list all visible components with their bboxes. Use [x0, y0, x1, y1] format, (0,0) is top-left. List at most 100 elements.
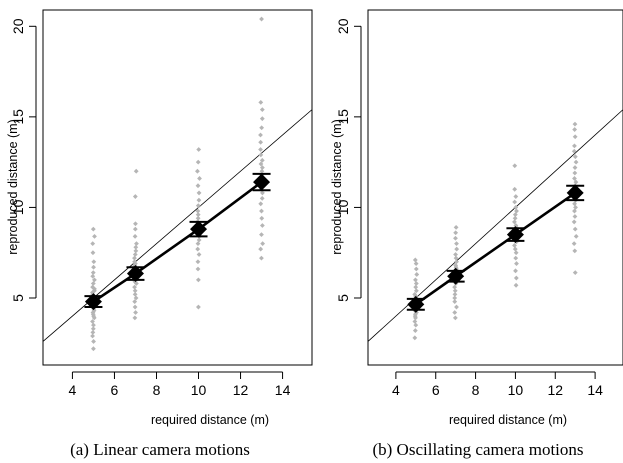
scatter-point: [259, 215, 265, 221]
scatter-point: [92, 277, 97, 283]
x-tick-label: 10: [508, 382, 524, 398]
mean-marker: [190, 220, 208, 238]
x-axis-label-oscillating: required distance (m): [449, 413, 567, 427]
scatter-point: [195, 212, 201, 218]
mean-marker: [506, 226, 524, 244]
panel-oscillating: required distance (m) reproduced distanc…: [330, 9, 623, 459]
scatter-point: [195, 259, 201, 265]
scatter-point: [572, 214, 578, 219]
scatter-point: [413, 266, 419, 272]
scatter-point: [91, 259, 97, 265]
scatter-point: [196, 252, 202, 257]
mean-marker: [253, 173, 271, 191]
scatter-point: [571, 219, 577, 225]
scatter-point: [453, 255, 459, 261]
scatter-point: [259, 208, 264, 214]
scatter-point: [258, 246, 264, 252]
scatter-point: [132, 299, 138, 305]
scatter-point: [512, 212, 518, 218]
scatter-point: [195, 159, 201, 165]
scatter-point: [572, 208, 577, 214]
scatter-point: [196, 190, 202, 196]
scatter-point: [412, 335, 418, 341]
scatter-point: [572, 143, 577, 149]
y-tick-label: 15: [335, 109, 351, 125]
scatter-point: [572, 165, 578, 170]
scatter-point: [454, 246, 460, 252]
scatter-point: [513, 223, 519, 228]
scatter-point: [133, 310, 138, 315]
scatter-point: [512, 186, 518, 192]
scatter-point: [91, 346, 96, 352]
scatter-point: [132, 288, 138, 294]
scatter-point: [512, 215, 518, 221]
y-tick-label: 20: [10, 18, 26, 34]
scatter-point: [454, 241, 459, 247]
scatter-point: [571, 148, 577, 154]
scatter-point: [571, 241, 577, 247]
scatter-point: [90, 226, 96, 232]
scatter-point: [258, 139, 264, 145]
scatter-point: [132, 194, 138, 199]
scatter-point: [132, 284, 137, 290]
scatter-point: [90, 284, 96, 290]
x-axis-label-linear: required distance (m): [151, 413, 269, 427]
scatter-point: [413, 288, 419, 294]
scatter-point: [132, 259, 137, 265]
x-tick-label: 12: [547, 382, 563, 398]
scatter-point: [90, 319, 95, 324]
caption-linear: (a) Linear camera motions: [70, 440, 250, 459]
scatter-point: [132, 252, 138, 257]
scatter-point: [413, 284, 419, 290]
x-tick-label: 14: [275, 382, 291, 398]
scatter-point: [195, 203, 201, 209]
scatter-point: [258, 132, 263, 138]
scatter-point: [414, 310, 419, 315]
scatter-point: [573, 159, 579, 165]
scatter-point: [453, 262, 459, 268]
panel-linear: required distance (m) reproduced distanc…: [6, 9, 313, 459]
scatter-point: [197, 176, 202, 181]
x-tick-label: 8: [153, 382, 161, 398]
scatter-point: [258, 161, 264, 167]
scatter-point: [572, 154, 578, 160]
scatter-point: [132, 304, 138, 310]
scatter-point: [454, 304, 459, 310]
scatter-point: [413, 261, 419, 266]
scatter-point: [90, 333, 95, 339]
scatter-point: [512, 163, 518, 169]
mean-marker: [447, 267, 465, 285]
scatter-point: [259, 232, 264, 237]
scatter-point: [195, 208, 201, 214]
caption-oscillating: (b) Oscillating camera motions: [372, 440, 583, 459]
scatter-point: [413, 322, 419, 328]
scatter-point: [195, 277, 201, 283]
plot-frame-linear: [42, 9, 313, 366]
scatter-point: [134, 241, 139, 247]
scatter-point: [91, 339, 96, 344]
scatter-point: [452, 310, 458, 315]
y-tick-label: 5: [335, 294, 351, 302]
scatter-point: [133, 244, 139, 250]
scatter-point: [133, 295, 139, 301]
scatter-point: [413, 281, 419, 286]
scatter-point: [412, 311, 418, 317]
scatter-point: [260, 241, 266, 247]
scatter-point: [572, 248, 578, 254]
scatter-point: [196, 237, 202, 243]
scatter-point: [195, 246, 201, 252]
scatter-point: [452, 284, 458, 290]
x-tick-label: 14: [587, 382, 603, 398]
mean-line-linear: [92, 181, 263, 303]
scatter-point: [196, 304, 201, 310]
scatter-point: [91, 264, 96, 270]
scatter-point: [453, 252, 458, 257]
scatter-point: [572, 270, 578, 276]
scatter-point: [452, 295, 458, 301]
x-tick-label: 4: [69, 382, 77, 398]
scatter-point: [90, 250, 96, 256]
plot-frame-oscillating: [367, 9, 623, 366]
scatter-point: [132, 255, 137, 261]
scatter-point: [413, 277, 418, 283]
